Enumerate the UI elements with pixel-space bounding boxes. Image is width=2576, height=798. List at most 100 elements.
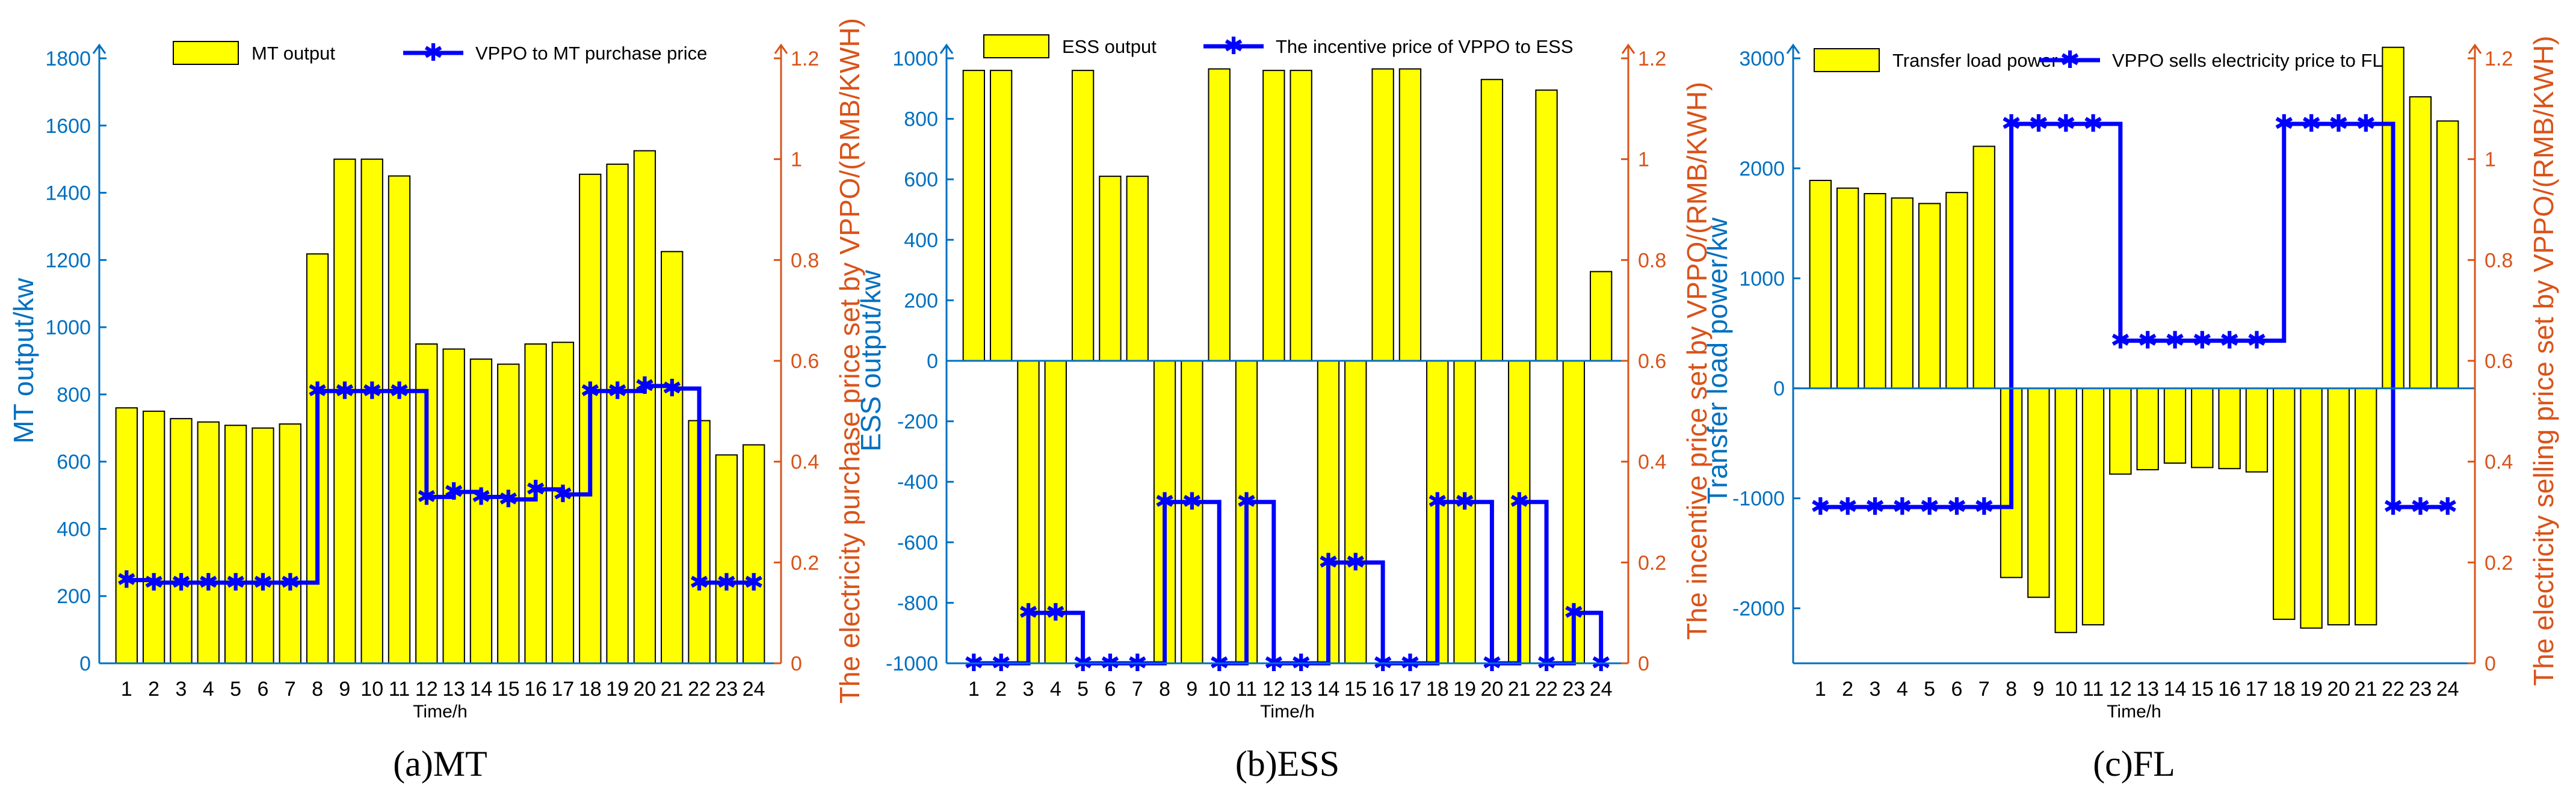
- mt-price-path: [126, 384, 754, 585]
- fl-price-point-20: ✱: [2329, 110, 2349, 138]
- mt-xtick-label-13: 13: [442, 678, 465, 701]
- mt-bar-2: [142, 410, 165, 664]
- ess-bar-15: [1344, 360, 1367, 664]
- ess-xtick-label-22: 22: [1535, 678, 1558, 701]
- mt-xtick-label-8: 8: [312, 678, 323, 701]
- ess-xtick-label-24: 24: [1590, 678, 1613, 701]
- mt-ytick-label-6: 1200: [45, 249, 91, 272]
- fl-ylabel: Transfer load power/kw: [1702, 217, 1733, 504]
- mt-ytick-label-1: 200: [57, 585, 91, 608]
- fl-bar-5: [1918, 203, 1941, 389]
- fl-bar-16: [2218, 387, 2241, 470]
- mt-y2tick-label-6: 1.2: [791, 48, 819, 70]
- fl-y2label: The electricity selling price set by VPP…: [2528, 35, 2559, 686]
- mt-ytick-label-8: 1600: [45, 115, 91, 138]
- mt-legend-line-label: VPPO to MT purchase price: [475, 43, 707, 64]
- mt-xtick-label-6: 6: [257, 678, 268, 701]
- ess-ytick-label-10: 1000: [892, 48, 938, 70]
- fl-xtick-label-16: 16: [2218, 678, 2241, 701]
- fl-xtick-label-15: 15: [2191, 678, 2214, 701]
- ess-bar-1: [962, 70, 985, 362]
- fl-price-point-9: ✱: [2028, 110, 2049, 138]
- fl-price-point-5: ✱: [1920, 493, 1940, 521]
- mt-price-point-2: ✱: [144, 569, 164, 597]
- ess-bar-19: [1453, 360, 1476, 664]
- fl-bar-20: [2327, 387, 2350, 625]
- mt-price-point-5: ✱: [226, 569, 246, 597]
- ess-left-arrow: [939, 43, 954, 54]
- fl-bar-19: [2300, 387, 2323, 629]
- mt-y2tick-label-1: 0.2: [791, 551, 819, 574]
- fl-xtick-label-20: 20: [2327, 678, 2350, 701]
- ess-price-point-3: ✱: [1018, 599, 1039, 627]
- mt-bar-13: [442, 348, 465, 664]
- mt-price-point-9: ✱: [335, 377, 355, 405]
- mt-price-point-6: ✱: [253, 569, 273, 597]
- ess-bar-24: [1590, 271, 1613, 361]
- mt-price-point-11: ✱: [389, 377, 410, 405]
- fl-y2tick-label-3: 0.6: [2485, 350, 2513, 373]
- mt-y2tick-label-4: 0.8: [791, 249, 819, 272]
- mt-bar-23: [715, 454, 738, 664]
- ess-y2label: The incentive price set by VPPO/(RMB/KWH…: [1681, 82, 1713, 640]
- ess-legend-line-marker: ✱: [1223, 32, 1244, 60]
- fl-bar-21: [2355, 387, 2377, 625]
- ess-bar-12: [1262, 70, 1285, 362]
- fl-price-point-24: ✱: [2438, 493, 2458, 521]
- fl-price-point-2: ✱: [1838, 493, 1858, 521]
- ess-price-path: [974, 500, 1604, 666]
- mt-price-point-18: ✱: [580, 377, 601, 405]
- ess-xtick-label-19: 19: [1453, 678, 1476, 701]
- fl-ytick-label-5: 3000: [1739, 48, 1785, 70]
- mt-xtick-label-7: 7: [285, 678, 296, 701]
- panel-fl: ✱ ✱ ✱ ✱ ✱ ✱ ✱✱ ✱ ✱ ✱✱ ✱ ✱ ✱ ✱ ✱✱ ✱ ✱ ✱✱ ✱ ✱ -2000-100001000…: [1702, 35, 2559, 784]
- ess-bar-22: [1535, 89, 1558, 361]
- fl-xtick-label-2: 2: [1842, 678, 1853, 701]
- ess-bar-20: [1480, 79, 1504, 362]
- mt-price-point-3: ✱: [171, 569, 191, 597]
- mt-ytick-label-4: 800: [57, 384, 91, 407]
- mt-bar-9: [333, 158, 356, 664]
- ess-xtick-label-10: 10: [1208, 678, 1231, 701]
- fl-bar-23: [2409, 96, 2432, 389]
- fl-price-point-15: ✱: [2192, 327, 2213, 354]
- mt-xtick-label-4: 4: [203, 678, 214, 701]
- fl-axes: -2000 -1000 0 1000 2000 3000 0 0.2 0.4 0.6 0.8 1 1.2…: [1732, 43, 2513, 701]
- mt-legend-line-marker: ✱: [423, 39, 443, 67]
- mt-legend-bar-swatch: [173, 41, 239, 65]
- ess-legend-bar-label: ESS output: [1062, 36, 1157, 57]
- mt-bar-5: [224, 425, 247, 664]
- ess-ytick-label-4: -200: [897, 411, 938, 434]
- ess-xtick-label-4: 4: [1050, 678, 1061, 701]
- ess-price-point-4: ✱: [1046, 599, 1066, 627]
- mt-xtick-label-18: 18: [579, 678, 602, 701]
- ess-xlabel: Time/h: [1260, 702, 1315, 722]
- fl-bar-18: [2273, 387, 2296, 620]
- ess-ylabel: ESS output/kw: [855, 269, 886, 451]
- mt-y2tick-label-5: 1: [791, 149, 802, 171]
- mt-bar-16: [524, 343, 547, 664]
- fl-ytick-label-0: -2000: [1732, 598, 1785, 621]
- mt-bar-3: [170, 418, 193, 664]
- ess-y2tick-label-6: 1.2: [1638, 48, 1666, 70]
- fl-legend-bar-label: Transfer load power: [1892, 50, 2058, 71]
- fl-ytick-label-2: 0: [1773, 378, 1785, 401]
- mt-axes: 0 200 400 600 800 1000 1200 1400 1600 1800 0 0.2 0.4…: [45, 43, 819, 701]
- fl-bars: [1809, 46, 2459, 633]
- mt-price-point-4: ✱: [199, 569, 219, 597]
- fl-legend-line-marker: ✱: [2060, 46, 2080, 74]
- ess-y2tick-label-1: 0.2: [1638, 551, 1666, 574]
- mt-ytick-label-2: 400: [57, 518, 91, 541]
- ess-xtick-label-15: 15: [1344, 678, 1367, 701]
- mt-xtick-label-1: 1: [121, 678, 132, 701]
- fl-price-point-1: ✱: [1811, 493, 1831, 521]
- mt-bar-19: [606, 164, 629, 664]
- mt-xtick-label-14: 14: [470, 678, 493, 701]
- fl-xtick-label-4: 4: [1897, 678, 1908, 701]
- fl-price-point-11: ✱: [2083, 110, 2104, 138]
- mt-xtick-label-2: 2: [148, 678, 159, 701]
- fl-y2tick-label-6: 1.2: [2485, 48, 2513, 70]
- ess-ytick-label-7: 400: [904, 229, 938, 252]
- ess-right-arrow: [1621, 43, 1635, 54]
